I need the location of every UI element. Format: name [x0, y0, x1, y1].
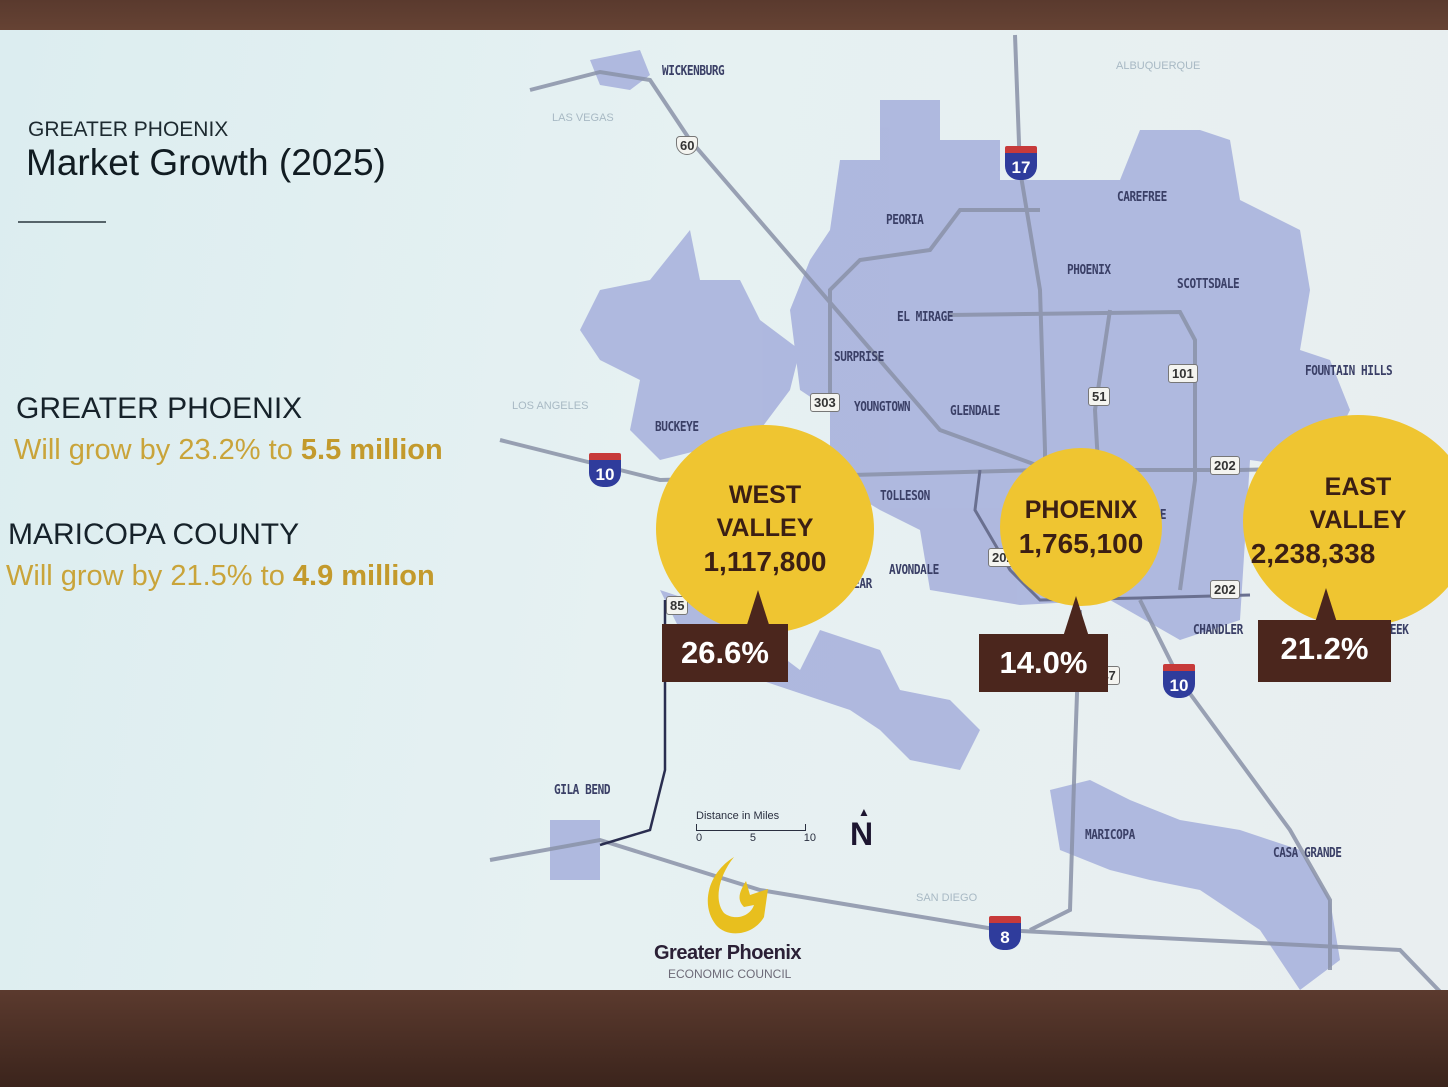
city-label: GLENDALE — [950, 404, 1000, 419]
stat-text-maricopa: Will grow by 21.5% to 4.9 million — [6, 560, 435, 592]
presentation-slide: GREATER PHOENIX Market Growth (2025) GRE… — [0, 30, 1448, 998]
sr51-shield-icon: 51 — [1088, 387, 1111, 406]
gpec-logo-icon — [707, 857, 768, 934]
direction-label: ALBUQUERQUE — [1116, 60, 1201, 72]
city-label: EL MIRAGE — [897, 310, 954, 325]
east-valley-bubble: EAST VALLEY 2,238,338 — [1243, 415, 1448, 627]
east-valley-growth: 21.2% — [1258, 620, 1391, 682]
north-phoenix-area — [790, 100, 1350, 640]
phoenix-bubble: PHOENIX 1,765,100 — [1000, 448, 1162, 606]
stat-heading-maricopa: MARICOPA COUNTY — [8, 518, 300, 551]
scale-tick: 10 — [803, 832, 816, 844]
city-label: BUCKEYE — [655, 420, 699, 435]
direction-label: LAS VEGAS — [552, 112, 614, 124]
direction-label: LOS ANGELES — [512, 400, 589, 412]
i8-road — [489, 837, 1448, 998]
city-label: SCOTTSDALE — [1177, 277, 1240, 292]
city-label: YOUNGTOWN — [854, 400, 911, 415]
region-name: PHOENIX — [1024, 495, 1138, 524]
city-label: AVONDALE — [889, 563, 939, 578]
title-divider — [18, 221, 106, 223]
stat-text-greater-phoenix: Will grow by 23.2% to 5.5 million — [14, 434, 443, 466]
region-population: 2,238,338 — [1250, 538, 1376, 569]
sr85-shield-icon: 85 — [666, 596, 689, 615]
direction-label: SAN DIEGO — [916, 892, 978, 904]
city-label: FOUNTAIN HILLS — [1305, 364, 1393, 379]
city-label: TOLLESON — [880, 489, 930, 504]
sr303-shield-icon: 303 — [810, 393, 840, 412]
sr101-shield-icon: 101 — [1168, 364, 1198, 383]
buckeye-area — [580, 230, 800, 460]
scale-bar — [696, 824, 806, 831]
gila-bend-area — [550, 820, 600, 880]
loop-303-road — [828, 208, 1040, 400]
loop-202-road — [973, 469, 1251, 602]
stat-heading-greater-phoenix: GREATER PHOENIX — [16, 392, 303, 425]
city-label: CASA GRANDE — [1273, 846, 1342, 861]
sr202-shield-icon: 202 — [1210, 580, 1240, 599]
region-population: 1,765,100 — [1018, 527, 1144, 559]
north-arrow-icon: ▲ N — [850, 805, 874, 852]
urban-areas — [550, 50, 1350, 990]
region-name: EAST VALLEY — [1309, 473, 1407, 534]
us60-shield-icon: 60 — [676, 136, 699, 155]
region-name: WEST VALLEY — [716, 481, 814, 542]
scale-tick: 5 — [749, 832, 756, 844]
city-label: GILA BEND — [554, 783, 611, 798]
sr85-road — [599, 600, 667, 847]
slide-title: Market Growth (2025) — [26, 142, 386, 183]
city-label: CHANDLER — [1193, 623, 1243, 638]
scale-tick: 0 — [696, 832, 703, 844]
wickenburg-area — [590, 50, 650, 90]
city-label: WICKENBURG — [662, 64, 725, 79]
logo-subtitle: ECONOMIC COUNCIL — [668, 967, 792, 981]
i10-south-road — [1138, 599, 1332, 970]
city-label: SURPRISE — [834, 350, 884, 365]
i10-shield-icon: 10 — [589, 453, 621, 487]
city-label: PHOENIX — [1067, 263, 1111, 278]
logo-name: Greater Phoenix — [654, 942, 802, 964]
us60-road — [529, 69, 1051, 472]
city-label: MARICOPA — [1085, 828, 1135, 843]
west-valley-growth: 26.6% — [662, 624, 788, 682]
callout-tail — [1062, 596, 1090, 640]
i10-shield-icon: 10 — [1163, 664, 1195, 698]
distance-scale: Distance in Miles 0 5 10 — [696, 810, 816, 844]
city-label: PEORIA — [886, 213, 924, 228]
city-label: CAREFREE — [1117, 190, 1167, 205]
i17-shield-icon: 17 — [1005, 146, 1037, 180]
screen-frame-bottom — [0, 990, 1448, 1087]
phoenix-growth: 14.0% — [979, 634, 1108, 692]
north-label: N — [850, 816, 874, 852]
region-population: 1,117,800 — [703, 546, 827, 577]
i8-shield-icon: 8 — [989, 916, 1021, 950]
maricopa-area — [1050, 780, 1340, 990]
sr202-shield-icon: 202 — [1210, 456, 1240, 475]
loop-101-road — [949, 309, 1197, 591]
scale-title: Distance in Miles — [696, 810, 780, 822]
slide-kicker: GREATER PHOENIX — [28, 118, 229, 141]
